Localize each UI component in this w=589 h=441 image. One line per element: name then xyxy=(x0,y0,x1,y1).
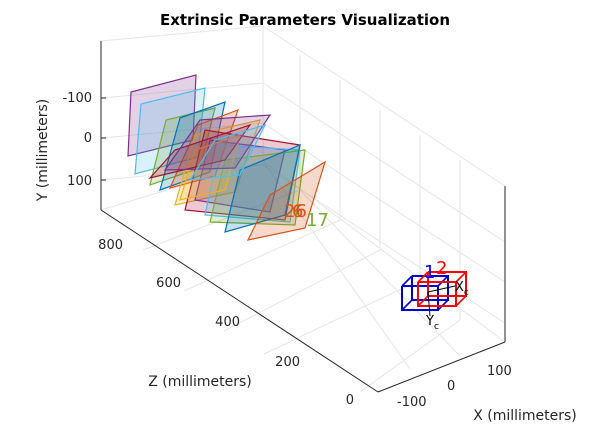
chart-title: Extrinsic Parameters Visualization xyxy=(160,11,450,29)
z-tick-label: 600 xyxy=(156,276,181,291)
camera-number: 1 xyxy=(424,262,435,283)
y-axis-label: Y (millimeters) xyxy=(35,99,51,203)
camera-edge xyxy=(455,271,467,283)
checkerboard-planes xyxy=(127,74,327,241)
camera-glyph xyxy=(401,271,467,317)
z-tick-label: 400 xyxy=(215,315,240,330)
z-axis-label: Z (millimeters) xyxy=(148,374,252,390)
camera-edge xyxy=(417,295,429,307)
x-tick-label: 0 xyxy=(447,379,455,394)
camera-x-axis xyxy=(427,285,456,293)
z-tick-label: 200 xyxy=(275,355,300,370)
x-tick-label: 100 xyxy=(487,364,512,379)
y-tick-label: 0 xyxy=(84,131,92,146)
camera-edge xyxy=(401,275,413,287)
x-tick-label: -100 xyxy=(397,395,427,410)
axes-lines xyxy=(100,41,506,393)
camera-number: 2 xyxy=(436,258,447,279)
checkerboard-plane xyxy=(224,144,301,233)
camera-edge xyxy=(417,271,429,283)
checkerboard-plane xyxy=(148,123,252,180)
checkerboard-plane xyxy=(127,74,197,157)
camera-edge xyxy=(401,299,413,311)
z-tick-label: 0 xyxy=(346,393,354,408)
camera-y-axis xyxy=(427,291,431,317)
z-tick-label: 800 xyxy=(98,238,123,253)
checkerboard-plane xyxy=(209,149,306,226)
x-ticks: -100 0 100 xyxy=(397,364,512,410)
grid-lines xyxy=(100,25,506,393)
board-label: 17 xyxy=(306,210,329,231)
checkerboard-plane xyxy=(134,87,206,175)
y-tick-label: 100 xyxy=(67,174,92,189)
checkerboard-plane xyxy=(246,160,327,241)
z-ticks: 0 200 400 600 800 xyxy=(98,238,354,408)
camera-x-label: Xc xyxy=(455,280,469,298)
y-tick-label: -100 xyxy=(62,91,92,106)
checkerboard-plane xyxy=(188,124,267,181)
checkerboard-plane xyxy=(163,114,272,171)
camera-edge xyxy=(455,295,467,307)
board-label: 26 xyxy=(284,201,307,222)
checkerboard-plane xyxy=(179,134,241,201)
x-axis-label: X (millimeters) xyxy=(473,408,577,424)
camera-y-label: Yc xyxy=(425,314,439,332)
y-ticks: -100 0 100 xyxy=(62,91,106,189)
board-label: 6 xyxy=(292,201,303,222)
